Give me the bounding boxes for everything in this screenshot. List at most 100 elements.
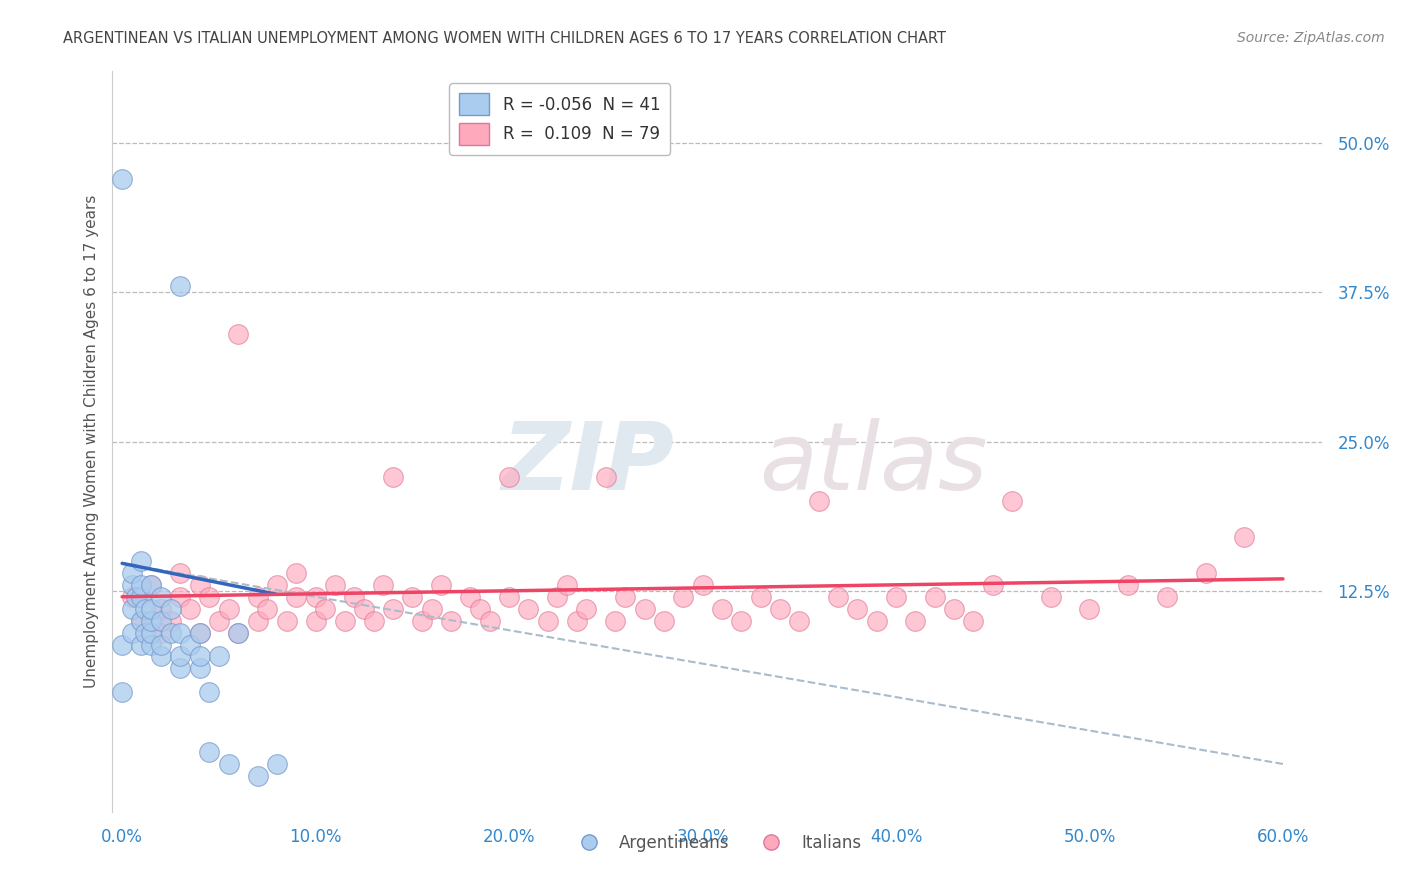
Point bbox=[605, 614, 627, 628]
Point bbox=[672, 590, 695, 604]
Point bbox=[382, 470, 405, 484]
Point bbox=[884, 590, 907, 604]
Point bbox=[131, 614, 153, 628]
Point bbox=[787, 614, 810, 628]
Point bbox=[692, 578, 714, 592]
Point bbox=[411, 614, 433, 628]
Text: ARGENTINEAN VS ITALIAN UNEMPLOYMENT AMONG WOMEN WITH CHILDREN AGES 6 TO 17 YEARS: ARGENTINEAN VS ITALIAN UNEMPLOYMENT AMON… bbox=[63, 31, 946, 46]
Point bbox=[169, 649, 191, 664]
Point bbox=[904, 614, 927, 628]
Point bbox=[546, 590, 568, 604]
Point bbox=[218, 756, 240, 771]
Point bbox=[256, 601, 278, 615]
Point bbox=[1156, 590, 1178, 604]
Point bbox=[131, 638, 153, 652]
Point bbox=[188, 625, 211, 640]
Point bbox=[285, 590, 308, 604]
Point bbox=[555, 578, 578, 592]
Point bbox=[198, 745, 221, 759]
Point bbox=[125, 590, 148, 604]
Point bbox=[159, 601, 181, 615]
Point bbox=[141, 614, 163, 628]
Point bbox=[1194, 566, 1216, 580]
Point bbox=[430, 578, 453, 592]
Point bbox=[131, 554, 153, 568]
Point bbox=[131, 590, 153, 604]
Point bbox=[1078, 601, 1101, 615]
Point bbox=[121, 566, 143, 580]
Point bbox=[149, 638, 172, 652]
Point bbox=[169, 566, 191, 580]
Point bbox=[478, 614, 501, 628]
Point bbox=[846, 601, 869, 615]
Point bbox=[246, 590, 269, 604]
Point bbox=[382, 601, 405, 615]
Point bbox=[226, 625, 249, 640]
Point bbox=[633, 601, 655, 615]
Point bbox=[460, 590, 482, 604]
Point bbox=[730, 614, 752, 628]
Point bbox=[749, 590, 772, 604]
Point bbox=[188, 625, 211, 640]
Point bbox=[314, 601, 336, 615]
Point bbox=[1116, 578, 1139, 592]
Point bbox=[266, 578, 288, 592]
Point bbox=[198, 685, 221, 699]
Point bbox=[169, 661, 191, 675]
Point bbox=[134, 625, 156, 640]
Point bbox=[188, 578, 211, 592]
Point bbox=[246, 614, 269, 628]
Point bbox=[149, 649, 172, 664]
Point bbox=[131, 614, 153, 628]
Point bbox=[1233, 530, 1256, 544]
Point bbox=[179, 638, 201, 652]
Point bbox=[710, 601, 733, 615]
Point bbox=[962, 614, 984, 628]
Point bbox=[111, 685, 134, 699]
Text: atlas: atlas bbox=[759, 418, 987, 509]
Point bbox=[141, 625, 163, 640]
Point bbox=[208, 614, 231, 628]
Legend: Argentineans, Italians: Argentineans, Italians bbox=[565, 828, 869, 859]
Point bbox=[179, 601, 201, 615]
Point bbox=[159, 625, 181, 640]
Point bbox=[149, 625, 172, 640]
Point bbox=[198, 590, 221, 604]
Y-axis label: Unemployment Among Women with Children Ages 6 to 17 years: Unemployment Among Women with Children A… bbox=[83, 194, 98, 689]
Point bbox=[121, 625, 143, 640]
Point bbox=[1001, 494, 1024, 508]
Point bbox=[1039, 590, 1062, 604]
Point bbox=[652, 614, 675, 628]
Point bbox=[188, 661, 211, 675]
Point bbox=[169, 590, 191, 604]
Point bbox=[141, 601, 163, 615]
Point bbox=[614, 590, 637, 604]
Point bbox=[981, 578, 1004, 592]
Point bbox=[169, 279, 191, 293]
Point bbox=[595, 470, 617, 484]
Point bbox=[575, 601, 598, 615]
Point bbox=[149, 614, 172, 628]
Point bbox=[537, 614, 560, 628]
Point bbox=[141, 578, 163, 592]
Point bbox=[149, 601, 172, 615]
Point bbox=[924, 590, 946, 604]
Point bbox=[304, 614, 326, 628]
Point bbox=[807, 494, 830, 508]
Point bbox=[373, 578, 395, 592]
Point bbox=[208, 649, 231, 664]
Point bbox=[943, 601, 966, 615]
Point bbox=[134, 601, 156, 615]
Point bbox=[304, 590, 326, 604]
Point bbox=[226, 327, 249, 342]
Point bbox=[266, 756, 288, 771]
Point bbox=[468, 601, 491, 615]
Point bbox=[333, 614, 356, 628]
Point bbox=[353, 601, 375, 615]
Point bbox=[498, 470, 520, 484]
Point bbox=[285, 566, 308, 580]
Point bbox=[363, 614, 385, 628]
Point bbox=[276, 614, 298, 628]
Point bbox=[149, 590, 172, 604]
Point bbox=[226, 625, 249, 640]
